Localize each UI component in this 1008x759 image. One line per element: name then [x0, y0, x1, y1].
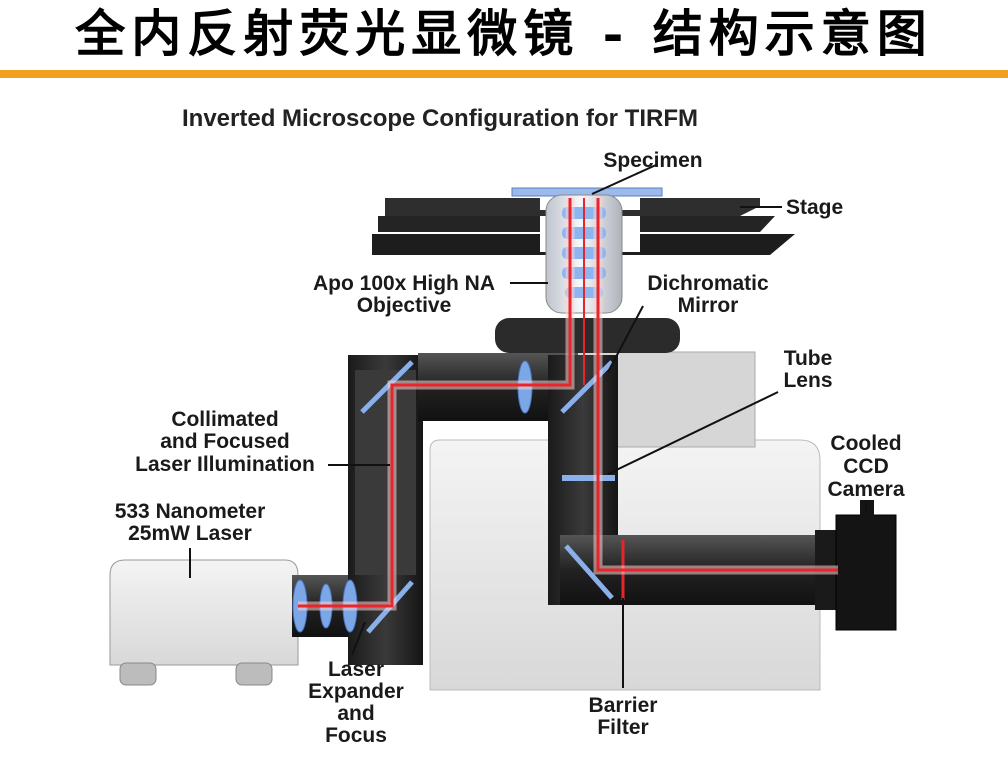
- dichromatic-mirror: [560, 360, 614, 414]
- diagram-title: Inverted Microscope Configuration for TI…: [182, 105, 698, 132]
- objective-label-line1: Apo 100x High NA: [313, 272, 495, 295]
- expander-label-line2: Expander: [308, 680, 404, 703]
- stage: [372, 198, 795, 255]
- stage-label: Stage: [786, 196, 843, 219]
- dichromatic-label-line1: Dichromatic: [647, 272, 769, 295]
- dichromatic-label-line2: Mirror: [678, 294, 739, 317]
- barrier-label-line2: Filter: [597, 716, 648, 739]
- emission-beam: [583, 198, 838, 575]
- collimated-label-line2: and Focused: [160, 430, 290, 453]
- expander-label-line1: Laser: [328, 658, 384, 681]
- laser-label-line2: 25mW Laser: [128, 522, 252, 545]
- camera-label-line3: Camera: [827, 478, 904, 501]
- upper-mirror: [360, 360, 414, 414]
- tube-lens-label-line2: Lens: [783, 369, 832, 392]
- emission-mirror: [564, 544, 614, 600]
- camera-label-line2: CCD: [843, 455, 889, 478]
- laser-unit: [109, 559, 299, 686]
- leader-lines: [189, 164, 867, 688]
- expander-label-line3: and: [337, 702, 374, 725]
- objective-label-line2: Objective: [357, 294, 452, 317]
- expander-label-line4: Focus: [325, 724, 387, 747]
- objective-nosepiece: [495, 318, 680, 353]
- collimated-label-line1: Collimated: [171, 408, 278, 431]
- tube-lens-label-line1: Tube: [784, 347, 833, 370]
- laser-label-line1: 533 Nanometer: [115, 500, 266, 523]
- illumination-elbow: [348, 575, 423, 665]
- collimated-label-line3: Laser Illumination: [135, 453, 315, 476]
- camera-label-line1: Cooled: [830, 432, 901, 455]
- title-divider: [0, 70, 1008, 78]
- barrier-label-line1: Barrier: [589, 694, 658, 717]
- laser-beam: [298, 198, 575, 611]
- ccd-camera: [835, 514, 897, 631]
- specimen-label: Specimen: [603, 149, 702, 172]
- slide-title: 全内反射荧光显微镜 - 结构示意图: [75, 4, 933, 63]
